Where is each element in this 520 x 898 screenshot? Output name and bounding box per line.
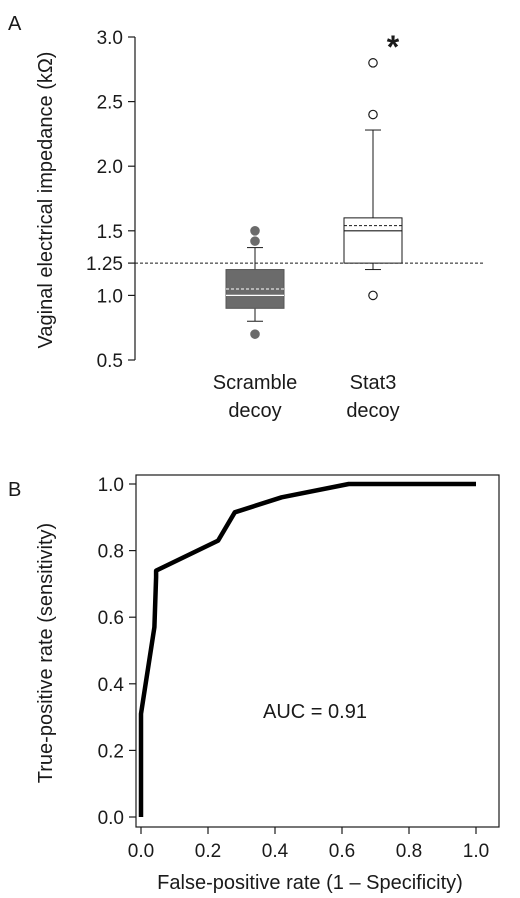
x-category-label: Scramble xyxy=(213,372,297,394)
panel-b-y-tick-label: 0.2 xyxy=(98,741,124,762)
panel-a-boxes: * xyxy=(225,29,403,339)
outlier-point xyxy=(250,236,260,246)
panel-b-x-tick-label: 0.2 xyxy=(195,841,221,862)
panel-a-y-axis-label: Vaginal electrical impedance (kΩ) xyxy=(35,52,57,349)
panel-b: B True-positive rate (sensitivity) False… xyxy=(8,474,500,894)
panel-b-y-tick-label: 0.8 xyxy=(98,542,124,563)
panel-a-y-tick-label: 2.0 xyxy=(97,157,123,178)
panel-a-y-tick-label: 3.0 xyxy=(97,28,123,49)
significance-marker: * xyxy=(387,29,400,65)
box-group xyxy=(225,226,285,339)
panel-b-x-tick-label: 0.4 xyxy=(262,841,289,862)
panel-b-y-tick-label: 0.6 xyxy=(98,608,124,629)
outlier-point xyxy=(368,109,378,120)
x-category-label: decoy xyxy=(346,400,399,422)
x-category-label: decoy xyxy=(228,400,281,422)
outlier-point xyxy=(368,58,378,68)
box-group: * xyxy=(343,29,403,301)
panel-b-plot-frame xyxy=(135,474,500,828)
panel-a: A Vaginal electrical impedance (kΩ) 0.5 1… xyxy=(8,13,485,422)
panel-a-y-tick-label: 1.5 xyxy=(97,222,123,243)
box-iqr xyxy=(343,217,403,264)
panel-b-x-tick-label: 0.0 xyxy=(128,841,154,862)
panel-b-roc xyxy=(138,481,476,817)
panel-b-x-axis-label: False-positive rate (1 – Specificity) xyxy=(157,872,463,894)
panel-b-x-tick-label: 0.8 xyxy=(396,841,422,862)
panel-b-y-tick-label: 1.0 xyxy=(98,475,124,496)
panel-b-y-tick-label: 0.0 xyxy=(98,808,124,829)
panel-a-y-tick-label: 0.5 xyxy=(97,351,123,372)
panel-a-label: A xyxy=(8,13,22,35)
panel-a-y-ticks: 0.5 1.0 1.25 1.5 2.0 2.5 3.0 xyxy=(86,28,135,372)
panel-b-y-tick-label: 0.4 xyxy=(98,675,125,696)
x-category-label: Stat3 xyxy=(350,372,397,394)
panel-b-y-ticks: 0.0 0.2 0.4 0.6 0.8 1.0 xyxy=(98,475,136,829)
panel-b-x-ticks: 0.0 0.2 0.4 0.6 0.8 1.0 xyxy=(128,827,489,862)
outlier-point xyxy=(250,226,260,236)
roc-curve-line xyxy=(138,481,476,817)
panel-b-auc-annotation: AUC = 0.91 xyxy=(263,701,367,723)
panel-a-x-labels: Scramble decoy Stat3 decoy xyxy=(213,372,400,422)
outlier-point xyxy=(250,329,260,339)
panel-a-y-tick-label: 1.25 xyxy=(86,254,123,275)
box-iqr xyxy=(225,269,285,309)
panel-b-label: B xyxy=(8,479,21,501)
panel-b-x-tick-label: 0.6 xyxy=(329,841,355,862)
outlier-point xyxy=(368,290,378,301)
panel-b-x-tick-label: 1.0 xyxy=(463,841,489,862)
panel-a-y-tick-label: 2.5 xyxy=(97,93,123,114)
panel-b-y-axis-label: True-positive rate (sensitivity) xyxy=(35,523,57,783)
panel-a-y-tick-label: 1.0 xyxy=(97,286,123,307)
